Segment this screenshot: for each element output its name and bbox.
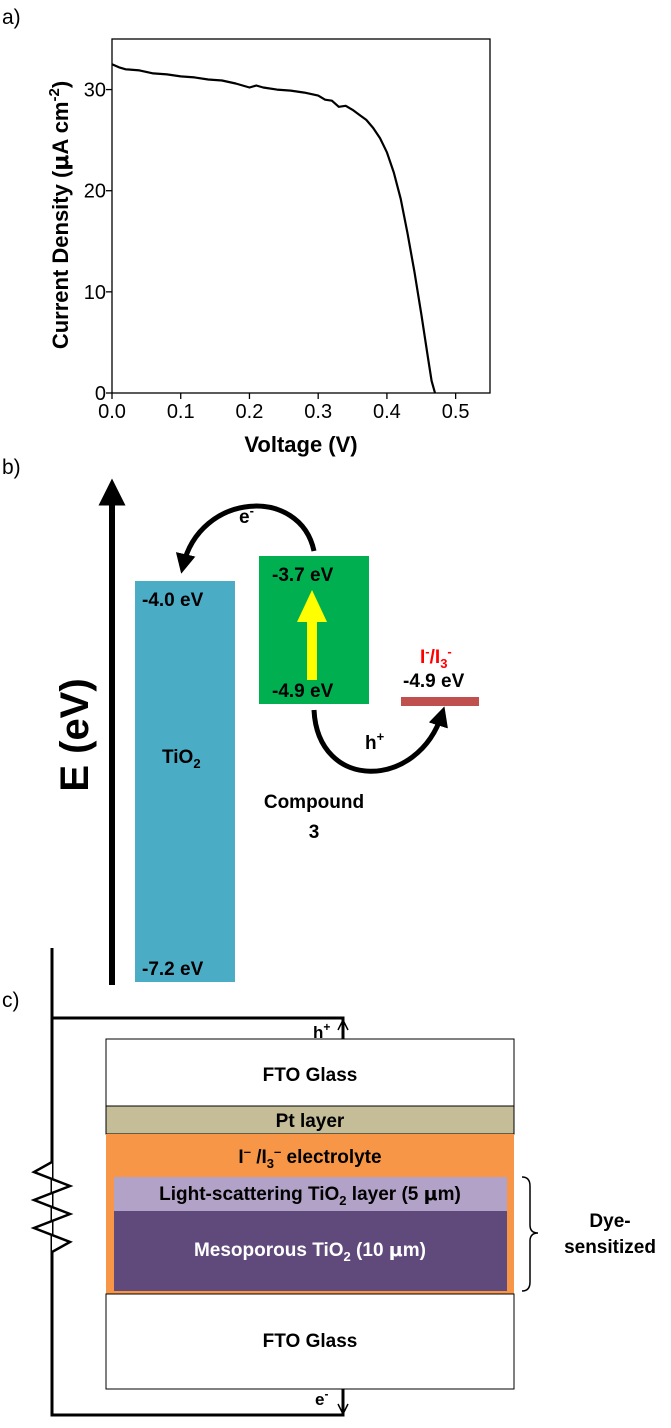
dye-sensitized-label-line1: Dye- [589,1211,630,1232]
x-tick-label: 0.4 [373,401,401,423]
tio2-vb-level: -7.2 eV [142,959,204,980]
x-tick-label: 0.5 [442,401,470,423]
energy-diagram: E (eV) -4.0 eV TiO2 -7.2 eV -3.7 eV -4.9… [53,478,479,985]
electrolyte-redox-label: I-/I3- [420,644,452,671]
plot-frame [111,38,491,394]
light-scattering-layer [114,1177,507,1211]
external-circuit-wire [50,948,345,1417]
electron-injection-arrow [175,503,317,574]
dye-sensitized-bracket [521,1176,539,1292]
light-scattering-layer-label: Light-scattering TiO2 layer (5 μm) [159,1183,461,1208]
energy-axis-label: E (eV) [53,678,97,791]
pt-layer [105,1105,515,1135]
electron-flow-arrow-head [337,1403,349,1416]
panel-label-c: c) [2,989,20,1012]
fto-glass-bottom [105,1293,515,1390]
fto-glass-top-label: FTO Glass [263,1065,358,1086]
electron-injection-label: e- [239,503,254,528]
dye-lumo-level: -3.7 eV [272,565,334,586]
tio2-cb-level: -4.0 eV [142,590,204,611]
dye-sensitized-label-line2: sensitized [564,1237,656,1258]
hole-flow-arrow-head [337,1018,349,1031]
cell-diagram: FTO Glass Pt layer I– /I3– electrolyte L… [30,948,656,1417]
y-tick-label: 20 [84,181,106,203]
dye-homo-level: -4.9 eV [272,681,334,702]
dye-name-line2: 3 [309,822,320,843]
mesoporous-layer [114,1211,507,1291]
x-tick-label: 0.3 [304,401,332,423]
pt-layer-label: Pt layer [276,1111,345,1132]
fto-glass-bottom-label: FTO Glass [263,1331,358,1352]
hole-flow-label: h+ [313,1020,330,1042]
electrolyte-level-bar [401,697,479,706]
y-axis-label: Current Density (μA cm-2) [46,81,74,349]
electrolyte-layer-label: I– /I3– electrolyte [238,1144,381,1171]
y-tick-label: 0 [95,383,106,405]
excitation-arrow-head [297,590,327,622]
electron-flow-label: e- [315,1387,328,1409]
electrolyte-level-value: -4.9 eV [403,671,465,692]
fto-glass-top [105,1038,515,1107]
tio2-band [135,581,235,982]
jv-curve-line [111,63,437,394]
axis-ticks: 0.0 0.1 0.2 0.3 0.4 0.5 0 10 20 30 [84,80,470,423]
x-axis-label: Voltage (V) [244,432,357,457]
y-tick-label: 10 [84,282,106,304]
mesoporous-layer-label: Mesoporous TiO2 (10 μm) [194,1239,426,1264]
x-tick-label: 0.0 [98,401,126,423]
x-tick-label: 0.2 [236,401,264,423]
panel-label-b: b) [2,456,21,479]
panel-label-a: a) [2,6,21,29]
resistor-icon [30,1156,74,1258]
tio2-label: TiO2 [162,747,201,771]
y-tick-label: 30 [84,80,106,102]
hole-transfer-arrow [311,706,448,774]
dye-name-line1: Compound [264,792,364,813]
hole-transfer-label: h+ [365,729,385,754]
x-tick-label: 0.1 [167,401,195,423]
jv-chart: 0.0 0.1 0.2 0.3 0.4 0.5 0 10 20 30 Voltage (V) Cu… [46,38,491,457]
